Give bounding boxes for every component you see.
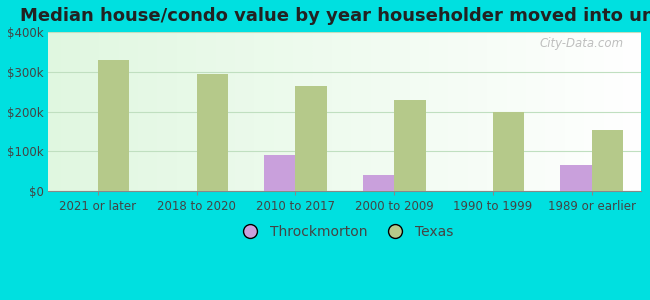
- Bar: [363, 175, 394, 191]
- Bar: [196, 74, 228, 191]
- Bar: [98, 60, 129, 191]
- Text: City-Data.com: City-Data.com: [539, 37, 623, 50]
- Title: Median house/condo value by year householder moved into unit: Median house/condo value by year househo…: [20, 7, 650, 25]
- Bar: [394, 100, 426, 191]
- Legend: Throckmorton, Texas: Throckmorton, Texas: [231, 220, 458, 245]
- Bar: [560, 165, 592, 191]
- Bar: [493, 112, 525, 191]
- Bar: [592, 130, 623, 191]
- Bar: [295, 86, 327, 191]
- Bar: [264, 155, 295, 191]
